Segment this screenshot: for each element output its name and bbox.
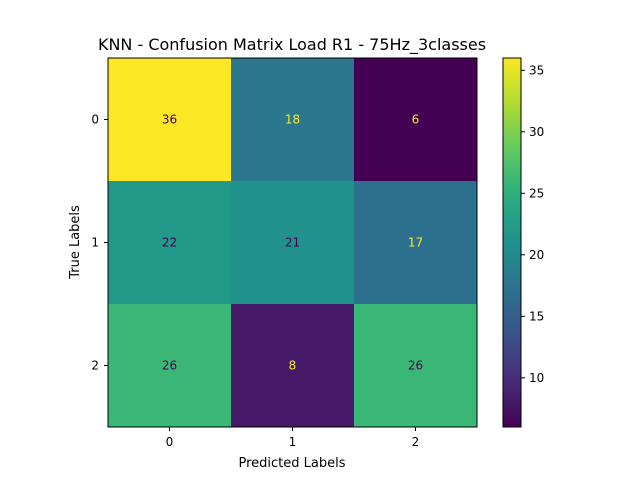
x-tick-label-2: 2 <box>412 435 420 449</box>
heatmap-cell-2-2 <box>354 304 478 428</box>
cell-value-1-0: 22 <box>162 236 177 250</box>
y-axis-ticks: 0 1 2 <box>91 113 108 373</box>
y-tick-label-0: 0 <box>91 113 99 127</box>
heatmap-cell-1-2 <box>354 181 478 305</box>
heatmap-cell-0-2 <box>354 58 478 182</box>
heatmap-cell-2-0 <box>108 304 232 428</box>
colorbar <box>502 57 522 428</box>
cell-value-1-2: 17 <box>408 236 423 250</box>
colorbar-tick-label-1: 15 <box>529 309 544 323</box>
x-axis-label: Predicted Labels <box>238 456 345 471</box>
cell-value-2-1: 8 <box>289 359 297 373</box>
heatmap-cells: 36 18 6 22 21 17 26 8 26 <box>108 58 478 428</box>
colorbar-tick-label-5: 35 <box>529 63 544 77</box>
heatmap-cell-2-1 <box>231 304 355 428</box>
chart-title: KNN - Confusion Matrix Load R1 - 75Hz_3c… <box>98 35 486 55</box>
colorbar-tick-label-3: 25 <box>529 186 544 200</box>
colorbar-ticks: 10 15 20 25 30 35 <box>521 63 544 385</box>
x-tick-label-1: 1 <box>289 435 297 449</box>
cell-value-2-0: 26 <box>162 359 177 373</box>
heatmap-cell-1-0 <box>108 181 232 305</box>
colorbar-tick-label-0: 10 <box>529 371 544 385</box>
heatmap-cell-1-1 <box>231 181 355 305</box>
heatmap-cell-0-0 <box>108 58 232 182</box>
y-tick-label-2: 2 <box>91 359 99 373</box>
y-tick-label-1: 1 <box>91 236 99 250</box>
heatmap-cell-0-1 <box>231 58 355 182</box>
cell-value-0-1: 18 <box>285 113 300 127</box>
cell-value-0-2: 6 <box>412 113 420 127</box>
colorbar-tick-label-4: 30 <box>529 125 544 139</box>
y-axis-label: True Labels <box>68 205 83 280</box>
cell-value-0-0: 36 <box>162 113 177 127</box>
cell-value-1-1: 21 <box>285 236 300 250</box>
x-axis-ticks: 0 1 2 <box>166 427 420 449</box>
x-tick-label-0: 0 <box>166 435 174 449</box>
colorbar-tick-label-2: 20 <box>529 248 544 262</box>
cell-value-2-2: 26 <box>408 359 423 373</box>
